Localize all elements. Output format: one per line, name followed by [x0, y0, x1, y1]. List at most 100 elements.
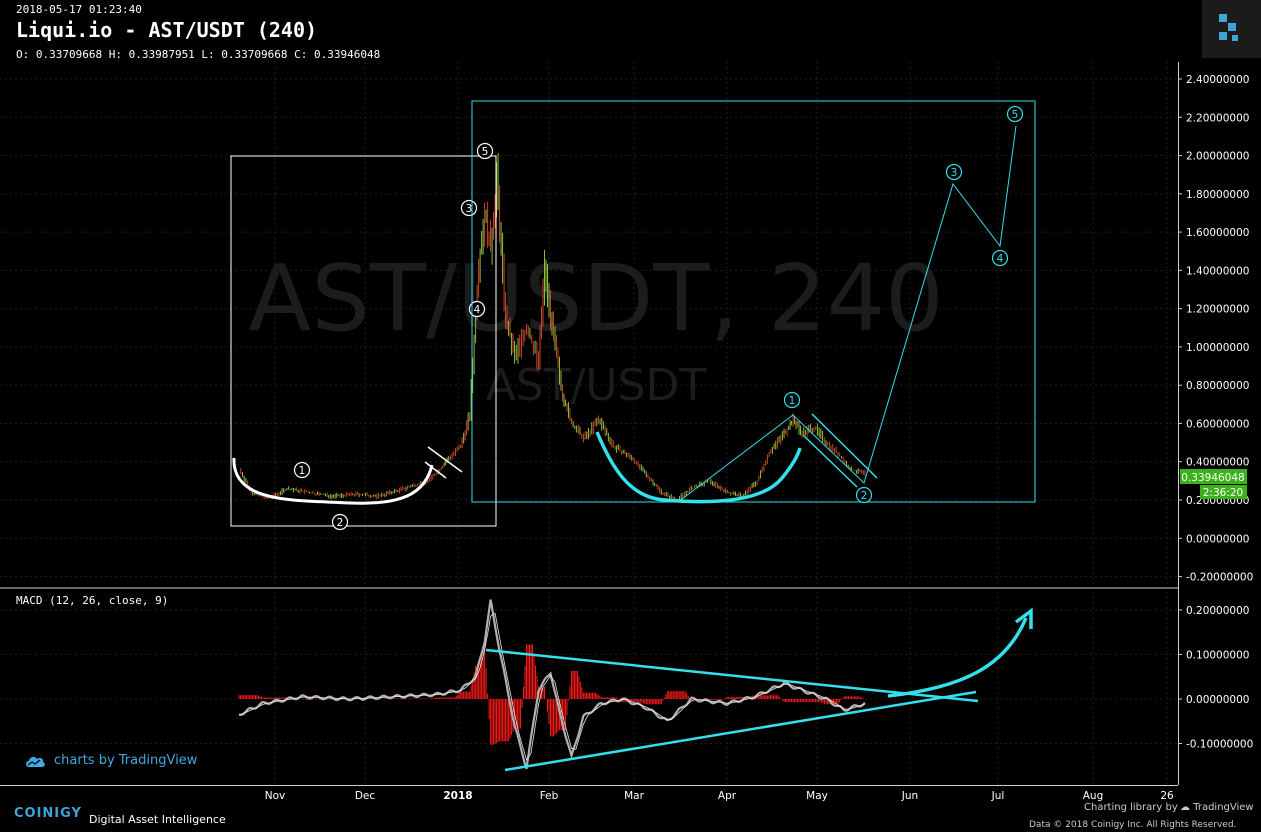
countdown-badge-value: 2:36:20: [1203, 487, 1243, 499]
tradingview-cloud-icon: ☁: [1180, 802, 1190, 813]
cyan-wave-label-text: 3: [951, 167, 958, 179]
coinigy-logo-icon[interactable]: [1202, 0, 1261, 58]
white-wave-label-text: 3: [466, 203, 473, 215]
white-wave-label-text: 2: [337, 517, 344, 529]
copyright-notice: Data © 2018 Coinigy Inc. All Rights Rese…: [1029, 820, 1237, 830]
price-tick-label: 1.60000000: [1186, 227, 1249, 239]
cyan-wave-label: 1: [783, 391, 801, 409]
cyan-wave-label: 4: [991, 249, 1009, 267]
macd-tick-label: 0.00000000: [1186, 694, 1249, 706]
cyan-cup-curve[interactable]: [595, 431, 802, 504]
cyan-wave-labels: 1 2 3 4 5: [783, 105, 1024, 504]
white-wave-label: 2: [331, 513, 349, 531]
time-tick-label: Mar: [624, 790, 644, 802]
cyan-wave-label-ring: [991, 249, 1009, 267]
cyan-wave-label-text: 2: [861, 490, 868, 502]
price-axis[interactable]: 2.40000000 2.20000000 2.00000000 1.80000000…: [1178, 74, 1253, 584]
macd-signal-line: [238, 612, 866, 761]
price-tick-label: 1.40000000: [1186, 265, 1249, 277]
cyan-wave-label-ring: [1006, 105, 1024, 123]
white-wave-label: 3: [460, 199, 478, 217]
macd-indicator-label[interactable]: MACD (12, 26, close, 9): [16, 594, 169, 607]
macd-tick-label: 0.20000000: [1186, 605, 1249, 617]
countdown-badge-bg: [1200, 485, 1247, 499]
macd-histogram: [238, 642, 864, 745]
price-series: [240, 153, 866, 503]
chart-title: Liqui.io - AST/USDT (240): [16, 18, 318, 42]
time-tick-label: Dec: [355, 790, 376, 802]
time-tick-label: Nov: [265, 790, 286, 802]
cyan-wave-label: 2: [855, 486, 873, 504]
cyan-wave-label: 3: [945, 163, 963, 181]
price-tick-label: 2.40000000: [1186, 74, 1249, 86]
macd-axis[interactable]: 0.20000000 0.10000000 0.00000000 -0.1000000…: [1178, 605, 1253, 751]
time-tick-label: Aug: [1083, 790, 1104, 802]
cyan-channel-upper[interactable]: [811, 413, 878, 479]
white-wave-label-ring: [460, 199, 478, 217]
cyan-wave-label-text: 4: [997, 253, 1004, 265]
time-tick-label: Feb: [540, 790, 559, 802]
white-wave-label-text: 1: [299, 465, 306, 477]
white-channel-a[interactable]: [427, 446, 463, 473]
time-tick-label: May: [806, 790, 828, 802]
white-base-curve[interactable]: [232, 457, 434, 505]
white-wave-label-ring: [293, 461, 311, 479]
price-badge-bg: [1180, 469, 1247, 484]
cyan-wave-annotation[interactable]: [471, 100, 1036, 772]
time-tick-label: Apr: [718, 790, 737, 802]
cloud-icon: [26, 756, 45, 767]
white-wave-label: 1: [293, 461, 311, 479]
price-grid: [0, 78, 1178, 578]
macd-breakout-arrow[interactable]: [887, 617, 1028, 698]
macd-line: [238, 599, 866, 770]
macd-series: [238, 599, 866, 770]
cyan-wave-label: 5: [1006, 105, 1024, 123]
price-tick-label: 1.20000000: [1186, 304, 1249, 316]
price-tick-label: -0.20000000: [1186, 572, 1253, 584]
cyan-wave-label-text: 5: [1012, 109, 1019, 121]
price-tick-label: 0.00000000: [1186, 533, 1249, 545]
cyan-channel-lower[interactable]: [802, 434, 858, 488]
cyan-wave-label-ring: [783, 391, 801, 409]
white-wave-label-ring: [476, 142, 494, 160]
tradingview-brand[interactable]: ☁ TradingView: [1180, 802, 1254, 813]
white-box[interactable]: [230, 155, 497, 527]
cyan-projection-path[interactable]: [677, 125, 1017, 503]
macd-upper-trendline[interactable]: [485, 648, 979, 703]
price-tick-label: 0.80000000: [1186, 380, 1249, 392]
white-channel-b[interactable]: [424, 461, 447, 479]
white-wave-labels: 1 2 3 4 5: [293, 142, 494, 531]
white-wave-label-ring: [468, 300, 486, 318]
price-tick-label: 1.00000000: [1186, 342, 1249, 354]
price-tick-label: 0.40000000: [1186, 457, 1249, 469]
coinigy-tagline: Digital Asset Intelligence: [89, 813, 226, 826]
ohlc-readout: O: 0.33709668 H: 0.33987951 L: 0.3370966…: [16, 48, 381, 61]
price-tick-label: 2.20000000: [1186, 112, 1249, 124]
price-tick-label: 1.80000000: [1186, 189, 1249, 201]
white-wave-annotation[interactable]: [230, 155, 497, 527]
time-tick-label: 26: [1160, 790, 1174, 802]
cyan-wave-label-ring: [855, 486, 873, 504]
time-axis[interactable]: Nov Dec 2018 Feb Mar Apr May Jun Jul Aug 26: [265, 790, 1174, 802]
price-badge-value: 0.33946048: [1181, 472, 1244, 484]
time-tick-label: 2018: [443, 790, 472, 802]
tradingview-badge-text: charts by TradingView: [54, 753, 198, 768]
tradingview-badge[interactable]: charts by TradingView: [24, 753, 197, 768]
watermark-main: AST/USDT, 240: [248, 245, 943, 352]
cyan-wave-label-text: 1: [789, 395, 796, 407]
cyan-wave-label-ring: [945, 163, 963, 181]
price-tick-label: 2.00000000: [1186, 151, 1249, 163]
price-tick-label: 0.60000000: [1186, 418, 1249, 430]
white-wave-label-text: 5: [482, 146, 489, 158]
coinigy-brand: COINIGY: [14, 806, 82, 821]
tradingview-brand-text: TradingView: [1193, 802, 1254, 813]
macd-lower-trendline[interactable]: [504, 690, 977, 772]
white-wave-label: 5: [476, 142, 494, 160]
macd-tick-label: 0.10000000: [1186, 650, 1249, 662]
white-wave-label-ring: [331, 513, 349, 531]
time-tick-label: Jun: [901, 790, 918, 802]
white-wave-label: 4: [468, 300, 486, 318]
cyan-box[interactable]: [471, 100, 1036, 503]
macd-grid: [0, 609, 1178, 744]
